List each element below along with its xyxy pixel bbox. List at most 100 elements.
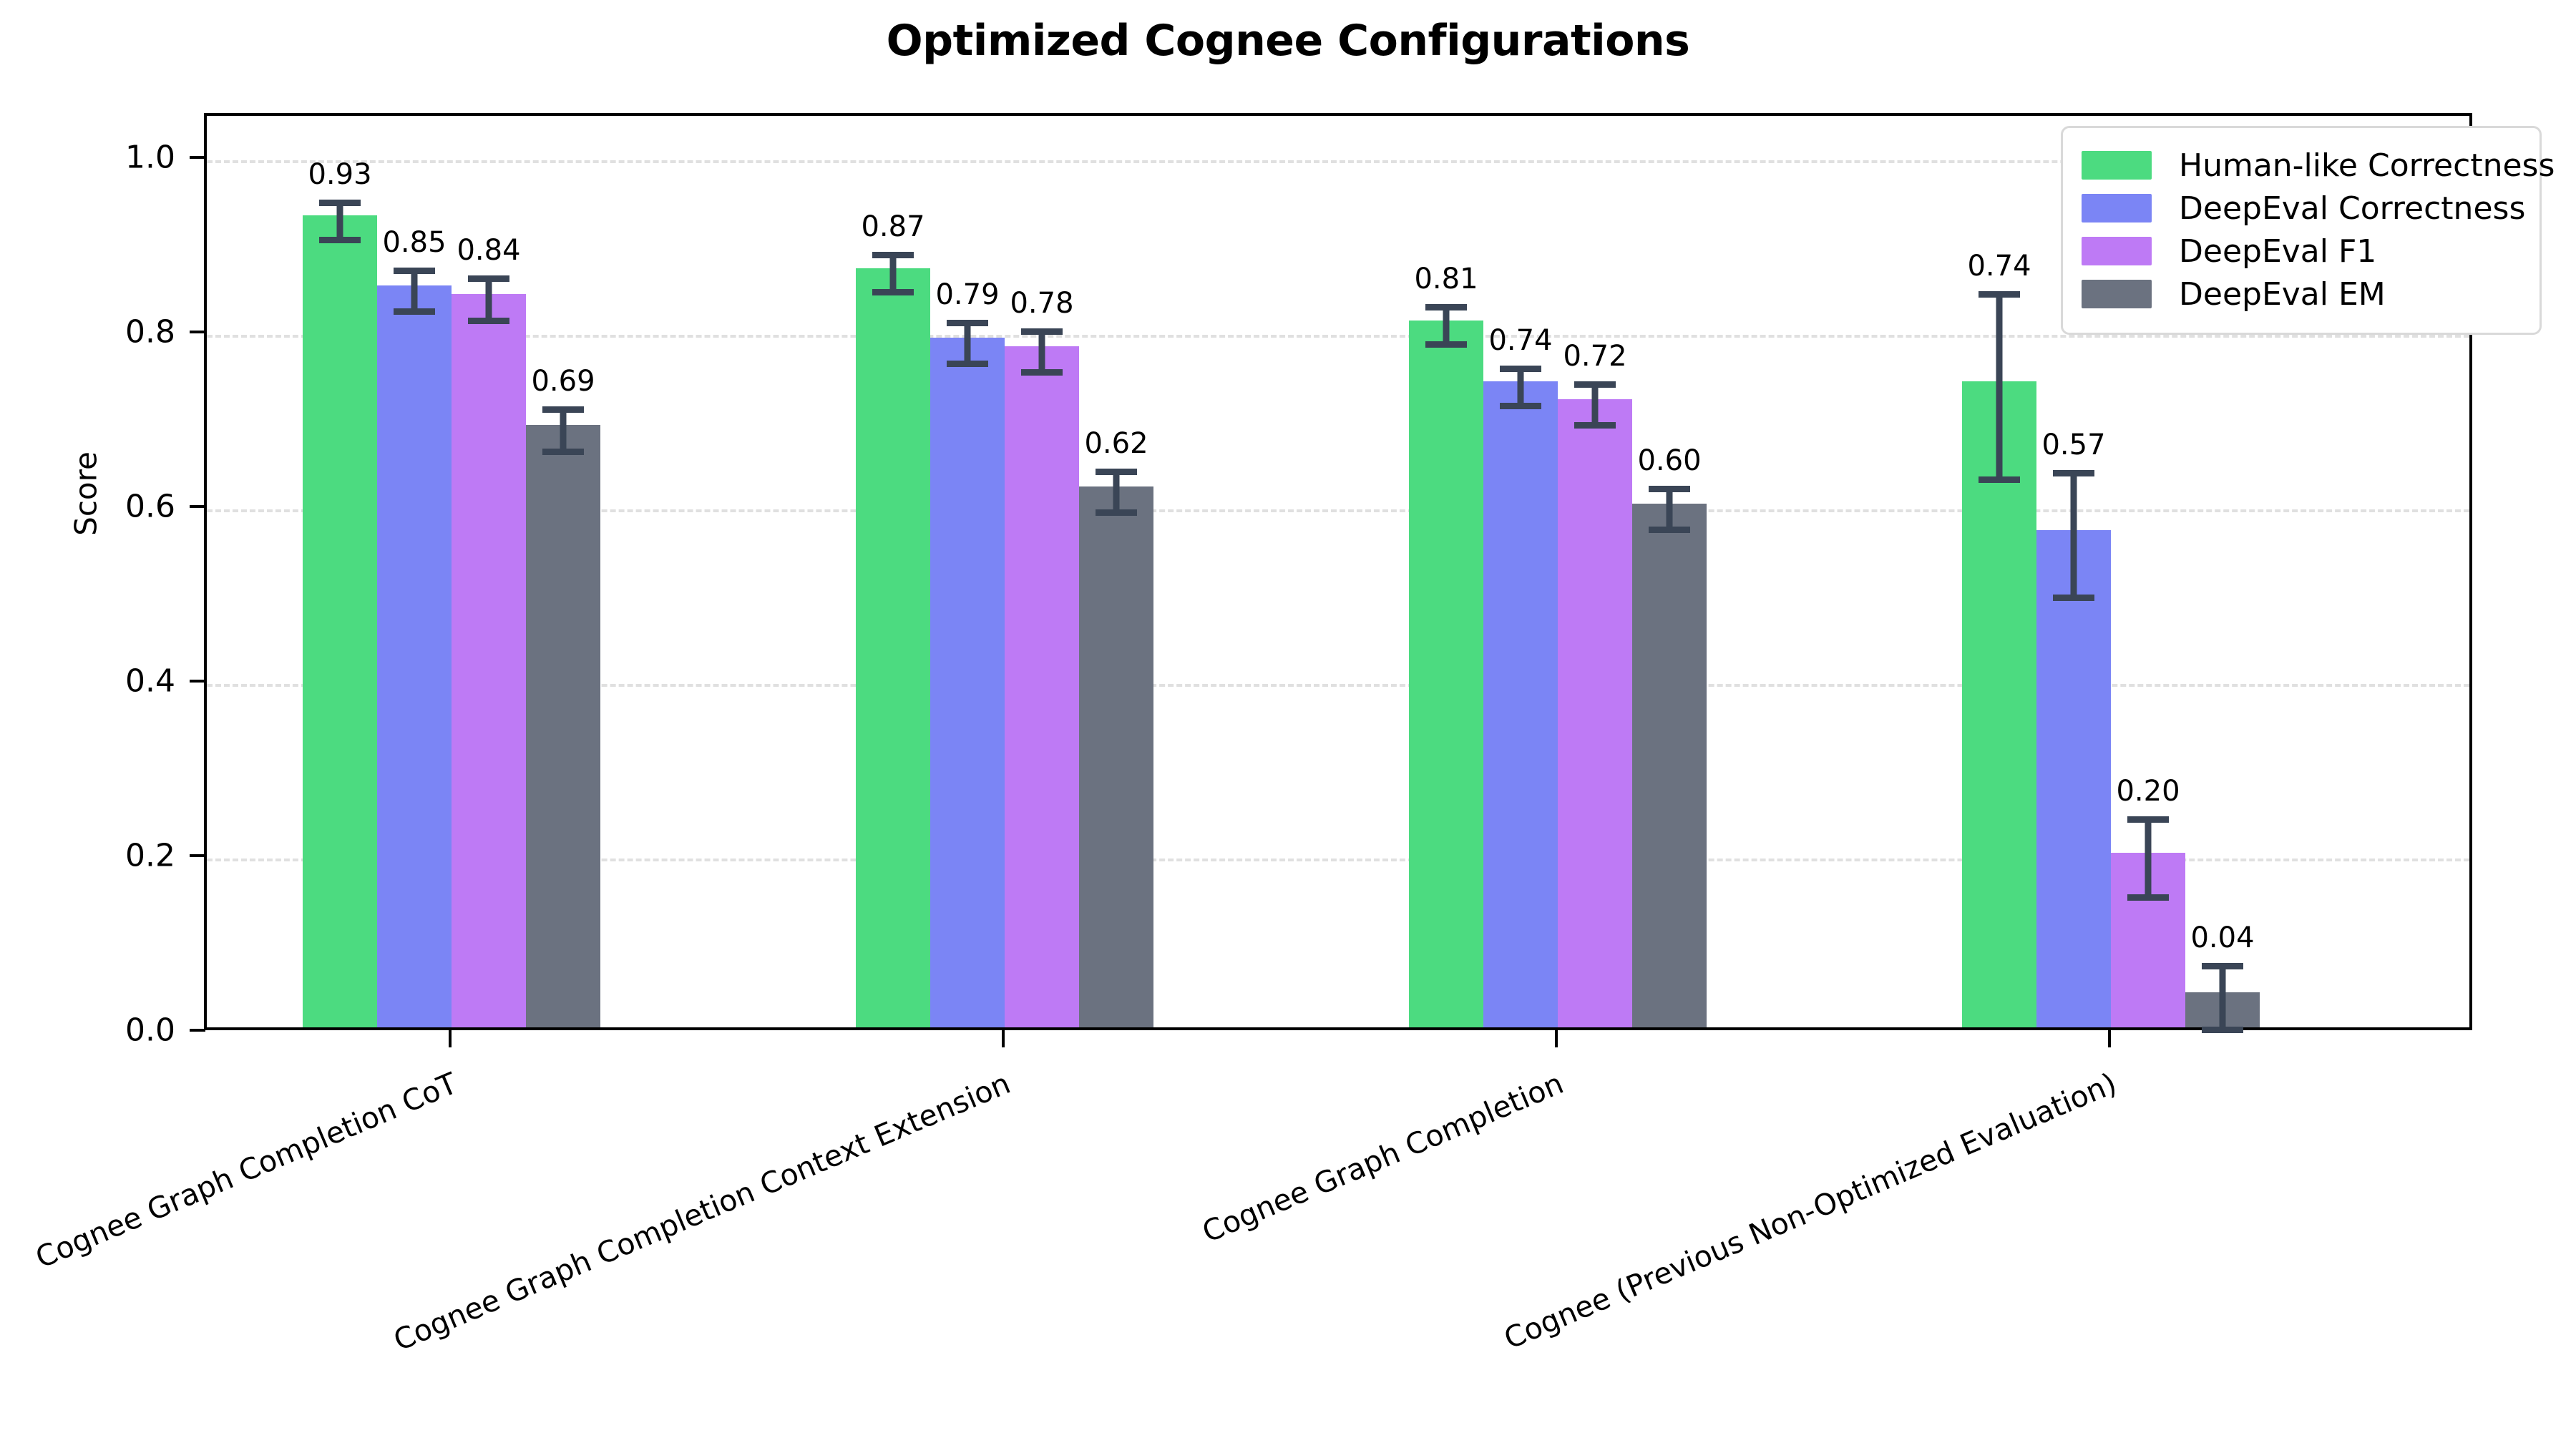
legend-swatch bbox=[2082, 151, 2152, 180]
bar[interactable] bbox=[526, 425, 600, 1027]
y-axis-tick-label: 0.6 bbox=[125, 488, 175, 525]
error-bar-stem bbox=[2219, 963, 2226, 1033]
bar-value-label: 0.87 bbox=[861, 210, 925, 244]
error-bar-cap-bottom bbox=[1500, 402, 1541, 409]
error-bar-cap-bottom bbox=[2202, 1026, 2243, 1033]
bar[interactable] bbox=[1483, 381, 1558, 1027]
error-bar bbox=[1005, 328, 1079, 376]
bar-value-label: 0.20 bbox=[2116, 775, 2180, 808]
y-axis-tick-label: 0.0 bbox=[125, 1012, 175, 1049]
y-axis-label-wrap: Score bbox=[0, 0, 104, 536]
y-axis-tick-mark bbox=[190, 680, 205, 683]
legend-swatch bbox=[2082, 280, 2152, 308]
x-axis-tick-label: Cognee Graph Completion CoT bbox=[30, 1066, 462, 1276]
bar-value-label: 0.62 bbox=[1084, 426, 1148, 460]
error-bar-stem bbox=[411, 268, 418, 315]
error-bar bbox=[2036, 470, 2111, 602]
error-bar-cap-bottom bbox=[2053, 595, 2094, 602]
bar[interactable] bbox=[1409, 320, 1483, 1027]
legend-label: Human-like Correctness bbox=[2179, 147, 2555, 184]
bar-value-label: 0.78 bbox=[1010, 287, 1074, 321]
bar[interactable] bbox=[1005, 346, 1079, 1027]
y-axis-tick-label: 0.4 bbox=[125, 662, 175, 700]
error-bar-cap-bottom bbox=[542, 449, 584, 456]
error-bar bbox=[1962, 291, 2036, 484]
bar[interactable] bbox=[930, 338, 1005, 1027]
x-axis-tick-mark bbox=[2108, 1030, 2111, 1047]
error-bar bbox=[1558, 381, 1632, 429]
error-bar-stem bbox=[1113, 468, 1120, 516]
error-bar-cap-bottom bbox=[872, 289, 914, 296]
error-bar-cap-bottom bbox=[394, 308, 435, 315]
legend[interactable]: Human-like Correctness DeepEval Correctne… bbox=[2061, 126, 2555, 335]
error-bar-stem bbox=[964, 320, 971, 368]
error-bar-stem bbox=[1666, 486, 1673, 533]
error-bar-stem bbox=[336, 199, 343, 243]
y-axis-tick-label: 0.8 bbox=[125, 313, 175, 351]
bar-value-label: 0.74 bbox=[1967, 250, 2031, 283]
bar-value-label: 0.81 bbox=[1414, 263, 1478, 296]
error-bar-cap-bottom bbox=[2127, 894, 2169, 901]
legend-item[interactable]: DeepEval F1 bbox=[2082, 230, 2521, 273]
chart-title: Optimized Cognee Configurations bbox=[886, 16, 1690, 66]
x-axis-tick-mark bbox=[449, 1030, 452, 1047]
error-bar-cap-bottom bbox=[1021, 369, 1063, 376]
bar[interactable] bbox=[303, 215, 377, 1027]
error-bar bbox=[1632, 486, 1707, 533]
error-bar-cap-bottom bbox=[1096, 509, 1137, 516]
gridline bbox=[207, 684, 2469, 687]
chart-canvas: Optimized Cognee Configurations Score 0.… bbox=[0, 0, 2555, 1358]
error-bar-stem bbox=[560, 406, 567, 456]
bar[interactable] bbox=[452, 294, 526, 1027]
gridline bbox=[207, 859, 2469, 861]
error-bar-cap-bottom bbox=[1979, 476, 2020, 484]
error-bar bbox=[1483, 365, 1558, 409]
error-bar-stem bbox=[1591, 381, 1599, 429]
error-bar bbox=[2185, 963, 2260, 1033]
error-bar-stem bbox=[1517, 365, 1524, 409]
error-bar bbox=[526, 406, 600, 456]
bar-value-label: 0.69 bbox=[531, 365, 595, 398]
bar[interactable] bbox=[1079, 486, 1153, 1027]
bar[interactable] bbox=[1962, 381, 2036, 1027]
x-axis-tick-mark bbox=[1555, 1030, 1558, 1047]
bar-value-label: 0.72 bbox=[1563, 339, 1627, 373]
bar-value-label: 0.04 bbox=[2190, 921, 2255, 955]
legend-label: DeepEval F1 bbox=[2179, 233, 2377, 270]
y-axis-tick-mark bbox=[190, 854, 205, 857]
gridline bbox=[207, 160, 2469, 163]
error-bar-cap-bottom bbox=[1425, 341, 1467, 348]
plot-area: 0.93 0.87 0.81 0.74 0.85 0.79 0.74 0.57 0.84 0.78… bbox=[204, 113, 2472, 1033]
bar[interactable] bbox=[2036, 529, 2111, 1027]
error-bar-cap-bottom bbox=[947, 361, 988, 368]
error-bar bbox=[2111, 816, 2185, 901]
bar[interactable] bbox=[377, 285, 452, 1027]
legend-item[interactable]: Human-like Correctness bbox=[2082, 144, 2555, 187]
bar[interactable] bbox=[1632, 504, 1707, 1027]
bar-value-label: 0.79 bbox=[935, 278, 1000, 312]
error-bar-cap-bottom bbox=[468, 318, 509, 325]
error-bar bbox=[1079, 468, 1153, 516]
bar[interactable] bbox=[856, 268, 930, 1027]
bar[interactable] bbox=[1558, 398, 1632, 1027]
plot-inner: 0.93 0.87 0.81 0.74 0.85 0.79 0.74 0.57 0.84 0.78… bbox=[207, 116, 2469, 1033]
error-bar-stem bbox=[889, 252, 897, 296]
legend-item[interactable]: DeepEval EM bbox=[2082, 273, 2521, 316]
error-bar-cap-bottom bbox=[319, 236, 361, 243]
error-bar-stem bbox=[2070, 470, 2077, 602]
error-bar bbox=[930, 320, 1005, 368]
y-axis-tick-mark bbox=[190, 331, 205, 333]
y-axis-tick-mark bbox=[190, 1029, 205, 1032]
legend-swatch bbox=[2082, 237, 2152, 265]
legend-item[interactable]: DeepEval Correctness bbox=[2082, 187, 2525, 230]
gridline bbox=[207, 335, 2469, 338]
error-bar-cap-bottom bbox=[1574, 421, 1616, 429]
error-bar-stem bbox=[2145, 816, 2152, 901]
y-axis-tick-label: 1.0 bbox=[125, 139, 175, 176]
error-bar bbox=[452, 275, 526, 325]
y-axis-tick-mark bbox=[190, 156, 205, 159]
error-bar bbox=[377, 268, 452, 315]
x-axis-tick-mark bbox=[1002, 1030, 1005, 1047]
gridline bbox=[207, 509, 2469, 512]
error-bar-stem bbox=[485, 275, 492, 325]
